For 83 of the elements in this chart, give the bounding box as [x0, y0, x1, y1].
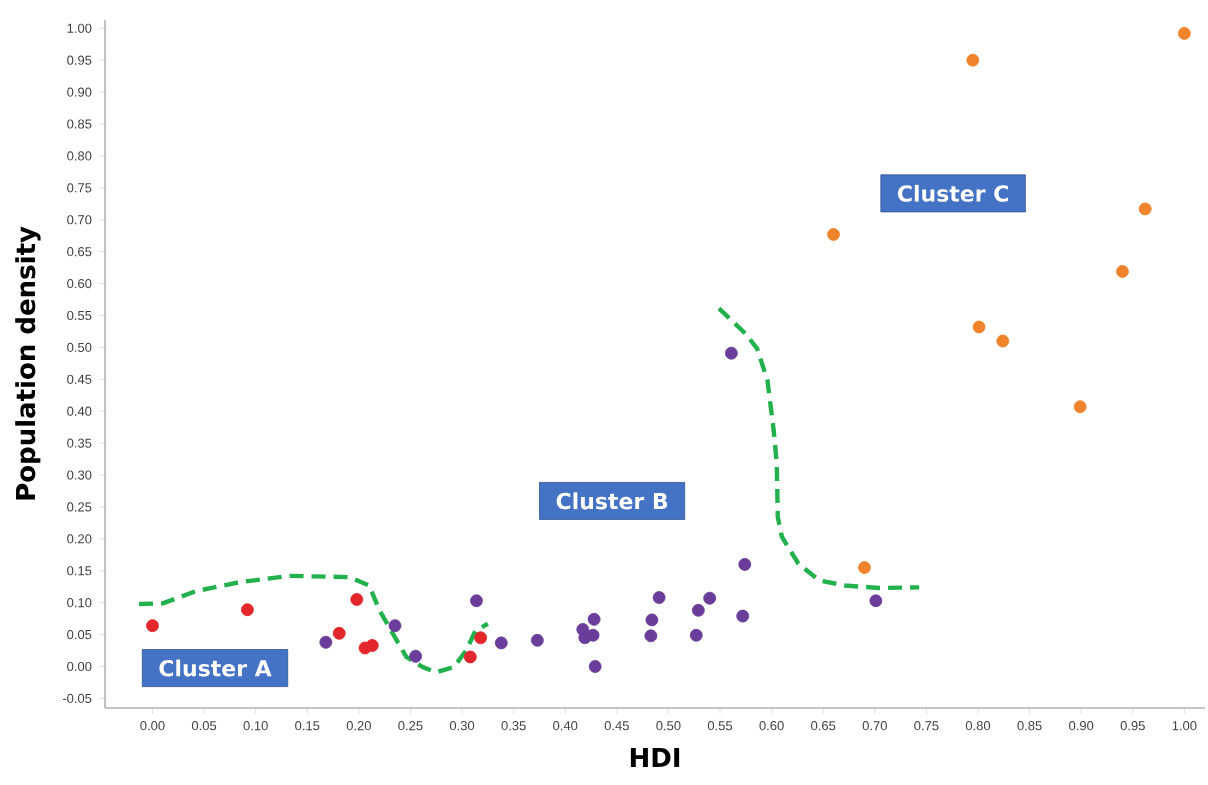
x-tick-label: 0.95 [1120, 721, 1145, 731]
y-tick-label: 0.65 [67, 247, 92, 257]
x-tick-label: 0.85 [1017, 721, 1042, 731]
annotation: Cluster C [897, 184, 1008, 202]
annotation: Cluster B [556, 492, 668, 510]
y-tick-label: 0.15 [67, 566, 92, 576]
point [463, 650, 477, 664]
x-tick-label: 0.10 [243, 721, 268, 731]
x-tick-label: 0.55 [707, 721, 733, 731]
y-tick-label: 0.70 [67, 215, 92, 225]
y-tick-label: 0.95 [67, 55, 92, 65]
y-tick-label: 0.10 [67, 598, 92, 608]
point [966, 53, 980, 67]
point [869, 594, 883, 608]
point [241, 603, 254, 617]
y-tick-label: 0.05 [67, 630, 92, 640]
x-tick-label: 0.15 [295, 721, 320, 731]
point [738, 557, 752, 571]
point [332, 626, 346, 640]
point [586, 628, 600, 642]
y-tick-label: 0.75 [67, 183, 92, 193]
point [736, 609, 750, 623]
x-tick-label: 0.65 [811, 721, 836, 731]
y-tick-label: 1.00 [67, 23, 92, 33]
point [996, 334, 1010, 348]
x-tick-label: 0.75 [914, 721, 939, 731]
point [644, 629, 658, 643]
y-tick-label: 0.35 [67, 438, 92, 448]
point [530, 633, 544, 647]
y-tick-label: 0.20 [67, 534, 92, 544]
point [691, 603, 705, 617]
x-tick-label: 0.90 [1069, 721, 1094, 731]
point [588, 660, 602, 673]
y-tick-label: 0.85 [67, 119, 92, 129]
point [470, 594, 483, 608]
x-tick-label: 0.80 [965, 721, 991, 731]
x-tick-label: 0.35 [501, 721, 526, 731]
point [1138, 202, 1152, 216]
point [689, 628, 703, 642]
y-tick-label: 0.30 [67, 470, 92, 480]
x-tick-label: 0.60 [759, 721, 784, 731]
y-tick-label: 0.45 [67, 374, 92, 384]
point [858, 561, 871, 574]
y-tick-label: -0.05 [62, 693, 92, 704]
point [1177, 26, 1191, 40]
point [645, 613, 659, 627]
y-tick-label: 0.80 [67, 151, 92, 161]
x-tick-label: 0.00 [140, 721, 165, 731]
annotation: Cluster A [159, 659, 272, 677]
y-tick-label: 0.25 [67, 502, 92, 512]
x-axis-title: HDI [630, 747, 680, 767]
point [972, 320, 986, 334]
y-tick-label: 0.00 [67, 661, 92, 672]
point [652, 591, 666, 604]
x-tick-label: 0.05 [191, 721, 217, 731]
point [1116, 265, 1129, 278]
x-tick-label: 0.20 [346, 721, 371, 731]
point [494, 636, 508, 650]
x-tick-label: 0.25 [398, 721, 423, 731]
point [587, 612, 601, 626]
x-tick-label: 1.00 [1172, 721, 1197, 731]
point [409, 649, 423, 663]
y-tick-label: 0.90 [67, 87, 92, 97]
point [350, 593, 364, 606]
y-axis-title: Population density [15, 226, 41, 500]
point [474, 631, 488, 645]
point [319, 635, 333, 649]
point [365, 639, 379, 652]
x-tick-label: 0.40 [553, 721, 578, 731]
x-tick-label: 0.30 [449, 721, 475, 731]
point [827, 228, 840, 241]
y-tick-label: 0.50 [67, 342, 92, 352]
point [703, 591, 717, 605]
point [388, 619, 402, 633]
point [146, 619, 159, 633]
x-tick-label: 0.70 [862, 721, 887, 731]
x-tick-label: 0.45 [604, 721, 629, 731]
y-tick-label: 0.60 [67, 278, 92, 289]
x-tick-label: 0.50 [656, 721, 681, 731]
point [1073, 400, 1087, 414]
y-tick-label: 0.55 [67, 310, 92, 321]
point [724, 346, 738, 360]
y-tick-label: 0.40 [67, 406, 92, 416]
